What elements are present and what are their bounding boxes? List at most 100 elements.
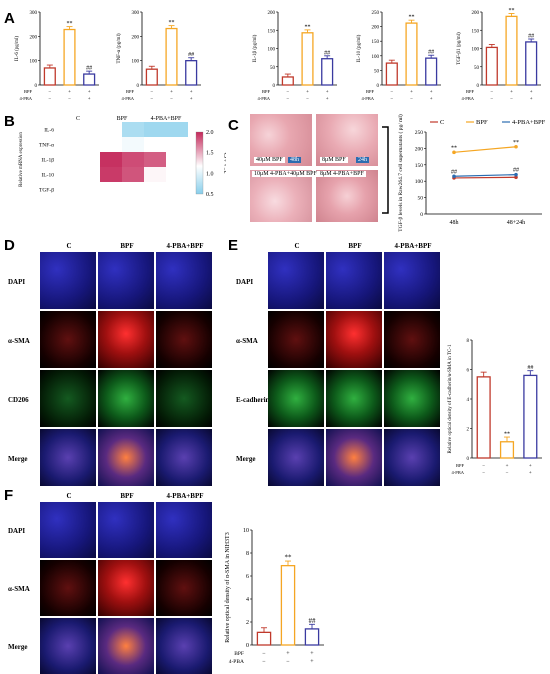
y-tick-label: 200: [472, 11, 480, 16]
sig-mark: ##: [188, 52, 194, 58]
bar-chart-il10: 0 50 100 150 200 250 IL-10 (pg/ml) ** ## BPF 4-PBA…: [357, 11, 441, 102]
grid-col-label: C: [66, 492, 72, 500]
line-chart-tgfb: 0 50 100 150 200 250 48h 48+24h C BPF 4-PBA+BPF ** *…: [397, 114, 546, 232]
heatmap-cell: [100, 137, 122, 152]
heatmap-row-label: TNF-α: [39, 143, 54, 149]
y-tick-label: 50: [418, 196, 424, 202]
micro-badge-48h: 48h: [288, 157, 301, 163]
y-tick-label: 150: [415, 163, 424, 169]
y-axis-label: IL-6 (pg/ml): [15, 36, 20, 61]
y-tick-label: 150: [372, 40, 380, 45]
y-tick-label: 200: [268, 11, 276, 16]
bar-BPF: [505, 15, 518, 86]
y-tick-label: 50: [474, 66, 480, 71]
bar-chart-il6: 0 100 200 300 IL-6 (pg/ml) ** ## BPF 4-PBA − − + − + +: [15, 11, 99, 102]
y-tick-label: 100: [472, 48, 480, 53]
heatmap-cell: [166, 167, 188, 182]
grid-row-label: DAPI: [236, 277, 254, 286]
y-axis-label: TGF-β1 (pg/ml): [457, 32, 462, 65]
series-line-4-PBA+BPF: [453, 174, 517, 177]
y-tick-label: 100: [132, 60, 140, 65]
fluorescence-image: [268, 370, 324, 427]
panel-letter-f: F: [4, 487, 14, 504]
bar-C: [256, 631, 272, 646]
grid-row-label: Merge: [8, 454, 28, 463]
pba-sign: −: [306, 97, 309, 102]
y-axis-label: Relative optical density of α-SMA in NIH…: [224, 532, 231, 642]
fluorescence-image: [98, 502, 154, 558]
heatmap-cell: [122, 167, 144, 182]
panel-letter-a: A: [4, 10, 15, 27]
bar-chart-ecad: 0 2 4 6 8 Relative optical density of E-cadhe…: [448, 339, 542, 476]
grid-row-label: DAPI: [8, 277, 26, 286]
y-axis-label: TGF-β levels in Raw264.7 cell supernatan…: [397, 114, 404, 232]
heatmap-cell: [56, 152, 78, 167]
bar-chart-il1b: 0 50 100 150 200 IL-1β (pg/ml) ** ## BPF 4-PBA − − +…: [253, 11, 337, 102]
colorbar-tick: 2.0: [206, 130, 214, 136]
bpf-row-label: BPF: [234, 651, 244, 657]
grid-row-label: Merge: [8, 643, 28, 651]
fluorescence-image: [40, 502, 96, 558]
pba-row-label: 4-PBA: [19, 96, 32, 101]
heatmap-cell: [122, 152, 144, 167]
bar-C: [476, 376, 491, 459]
sig-mark: ##: [309, 617, 317, 625]
sig-mark: ##: [527, 365, 533, 371]
grid-row-label: E-cadherin: [236, 395, 270, 404]
y-tick-label: 100: [268, 48, 276, 53]
micro-caption-2: 8μM BPF: [320, 157, 348, 163]
micro-badge-24h: 24h: [356, 157, 369, 163]
grid-row-label: Merge: [236, 454, 256, 463]
fluorescence-image: [40, 370, 96, 427]
y-tick-label: 150: [268, 29, 276, 34]
legend-label: C: [440, 119, 444, 126]
bar-4-PBA+BPF: [523, 374, 538, 459]
heatmap-col-label: C: [76, 116, 80, 122]
fluorescence-image: [268, 252, 324, 309]
fluorescence-image: [156, 311, 212, 368]
bar-C: [43, 67, 56, 86]
bar-BPF: [499, 441, 515, 459]
grid-row-label: α-SMA: [8, 585, 30, 593]
pba-row-label: 4-PBA: [361, 96, 374, 101]
pba-sign: +: [190, 97, 193, 102]
grid-col-label: 4-PBA+BPF: [166, 492, 204, 500]
y-tick-label: 0: [35, 84, 38, 89]
y-tick-label: 2: [246, 620, 249, 626]
y-axis-label: IL-10 (pg/ml): [357, 34, 362, 62]
pba-sign: −: [150, 97, 153, 102]
pba-sign: −: [286, 659, 290, 665]
sig-mark: ##: [86, 66, 92, 72]
bpf-row-label: BPF: [366, 89, 375, 94]
bar-BPF: [405, 22, 418, 86]
pba-sign: +: [430, 97, 433, 102]
fluorescence-image: [98, 560, 154, 616]
heatmap-ylabel: Relative mRNA expression: [19, 132, 24, 187]
pba-sign: −: [510, 97, 513, 102]
micro-caption-4: 8μM 4-PBA+BPF: [318, 171, 366, 177]
fluorescence-image: [156, 618, 212, 674]
y-axis-label: TNF-α (pg/ml): [117, 33, 122, 63]
fluorescence-image: [40, 618, 96, 674]
series-point: [452, 174, 456, 179]
pba-sign: −: [286, 97, 289, 102]
pba-sign: +: [310, 659, 314, 665]
bpf-row-label: BPF: [24, 89, 33, 94]
heatmap-cell: [100, 152, 122, 167]
y-tick-label: 50: [374, 69, 380, 74]
colorbar-label: 2⁻△△Ct: [224, 152, 226, 173]
bpf-row-label: BPF: [126, 89, 135, 94]
y-tick-label: 150: [472, 29, 480, 34]
micro-caption-1: 40μM BPF: [254, 157, 285, 163]
bar-4-PBA+BPF: [321, 58, 334, 86]
sig-mark: **: [504, 432, 510, 438]
pba-sign: −: [482, 471, 485, 476]
y-tick-label: 0: [377, 84, 380, 89]
grid-col-label: BPF: [348, 242, 362, 250]
bpf-row-label: BPF: [456, 463, 465, 468]
bar-BPF: [165, 27, 178, 86]
bpf-sign: −: [390, 90, 393, 95]
bar-C: [281, 76, 294, 86]
heatmap-cell: [144, 152, 166, 167]
bpf-sign: +: [170, 90, 173, 95]
